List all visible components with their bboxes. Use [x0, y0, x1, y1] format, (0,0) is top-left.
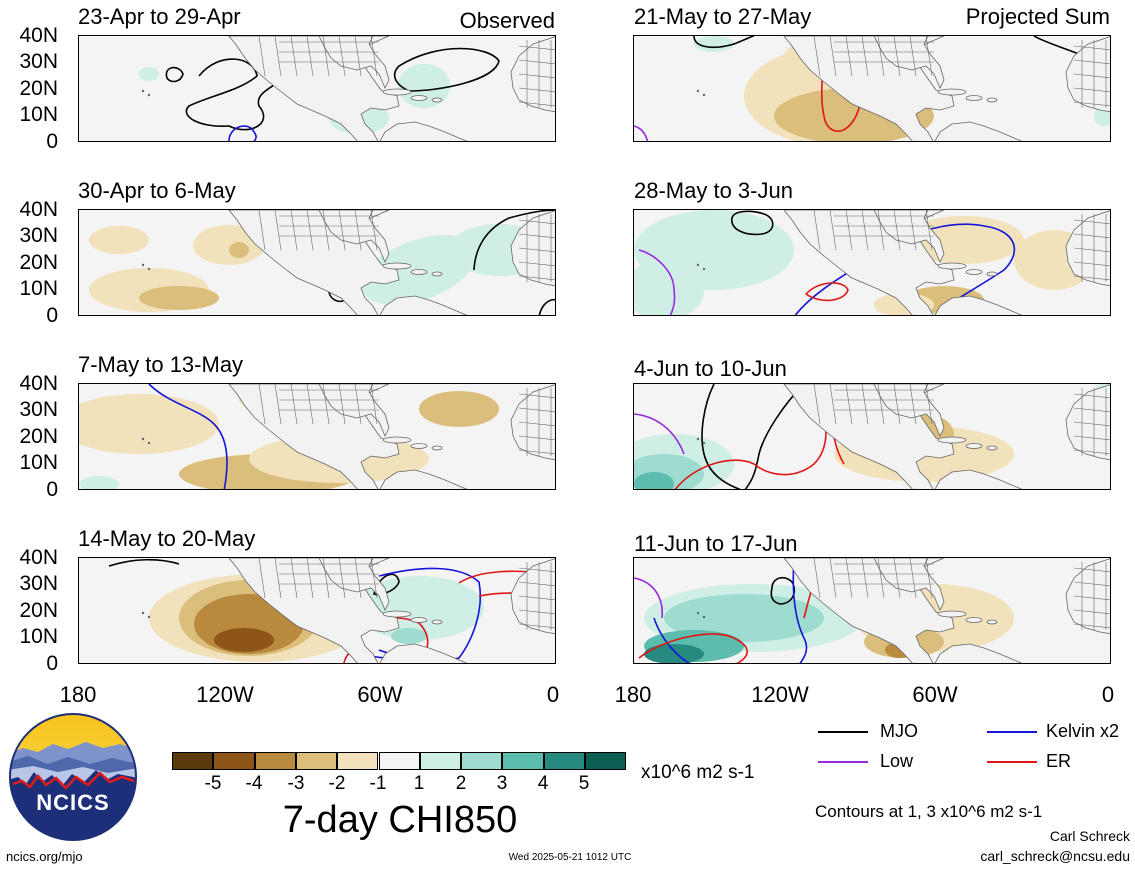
- colorbar-swatch: [502, 752, 544, 770]
- lat-label: 40N: [19, 24, 58, 47]
- lat-label: 20N: [19, 425, 58, 448]
- panel-title-left-1: 23-Apr to 29-Apr: [78, 4, 241, 29]
- author-email: carl_schreck@ncsu.edu: [980, 848, 1130, 864]
- logo-text: NCICS: [36, 790, 110, 815]
- ncics-logo: NCICS: [8, 712, 138, 842]
- colorbar-swatch: [543, 752, 585, 770]
- lat-label: 20N: [19, 251, 58, 274]
- lat-label: 10N: [19, 103, 58, 126]
- map-panel-left-2: [78, 209, 556, 316]
- source-link[interactable]: ncics.org/mjo: [6, 849, 83, 864]
- panel-title-right-3: 4-Jun to 10-Jun: [634, 356, 787, 381]
- colorbar-swatch: [254, 752, 296, 770]
- colorbar-label: 5: [578, 773, 590, 794]
- lon-label: 180: [59, 682, 97, 707]
- legend-kelvin-line: [987, 731, 1037, 733]
- lat-label: 40N: [19, 372, 58, 395]
- colorbar-swatch: [213, 752, 255, 770]
- panel-title-left-2: 30-Apr to 6-May: [78, 178, 236, 203]
- map-panel-right-2: [633, 209, 1111, 316]
- map-panel-left-1: [78, 35, 556, 142]
- units-label: x10^6 m2 s-1: [641, 762, 755, 783]
- timestamp: Wed 2025-05-21 1012 UTC: [508, 852, 632, 863]
- lat-label: 0: [46, 652, 58, 675]
- colorbar-label: 3: [496, 773, 508, 794]
- lat-label: 0: [46, 304, 58, 327]
- contour-note: Contours at 1, 3 x10^6 m2 s-1: [815, 802, 1043, 821]
- observed-label: Observed: [459, 8, 555, 33]
- lon-label: 120W: [751, 682, 809, 707]
- lat-label: 20N: [19, 77, 58, 100]
- map-panel-right-1: [633, 35, 1111, 142]
- lon-label: 180: [614, 682, 652, 707]
- author-name: Carl Schreck: [1049, 828, 1130, 844]
- projected-sum-label: Projected Sum: [965, 4, 1110, 29]
- map-panel-right-4: [633, 557, 1111, 664]
- colorbar-label: -3: [287, 773, 305, 794]
- lat-label: 20N: [19, 599, 58, 622]
- lat-label: 30N: [19, 224, 58, 247]
- lon-label: 60W: [357, 682, 403, 707]
- lon-label: 0: [1101, 682, 1115, 707]
- lat-label: 30N: [19, 50, 58, 73]
- lat-label: 30N: [19, 572, 58, 595]
- lat-label: 30N: [19, 398, 58, 421]
- map-title: 7-day CHI850: [282, 799, 518, 841]
- lon-label: 60W: [912, 682, 958, 707]
- panel-title-left-3: 7-May to 13-May: [78, 352, 244, 377]
- legend-low-line: [818, 761, 868, 763]
- lon-label: 120W: [196, 682, 254, 707]
- colorbar-label: -5: [204, 773, 222, 794]
- panel-title-right-1: 21-May to 27-May: [634, 4, 812, 29]
- legend-er-line: [987, 761, 1037, 763]
- colorbar-label: -4: [245, 773, 263, 794]
- lat-label: 40N: [19, 546, 58, 569]
- lat-label: 10N: [19, 451, 58, 474]
- colorbar-swatch: [295, 752, 338, 770]
- colorbar-label: 2: [455, 773, 467, 794]
- colorbar-label: -1: [369, 773, 387, 794]
- legend-low-label: Low: [880, 751, 914, 771]
- panel-title-right-2: 28-May to 3-Jun: [634, 178, 793, 203]
- map-panel-left-4: [78, 557, 556, 664]
- map-panel-right-3: [633, 383, 1111, 490]
- panel-title-left-4: 14-May to 20-May: [78, 526, 256, 551]
- lat-label: 10N: [19, 625, 58, 648]
- map-panel-left-3: [78, 383, 556, 490]
- colorbar-label: 1: [413, 773, 425, 794]
- lon-label: 0: [546, 682, 560, 707]
- legend-mjo-label: MJO: [880, 721, 918, 741]
- lat-label: 40N: [19, 198, 58, 221]
- colorbar-label: 4: [537, 773, 549, 794]
- colorbar-swatch: [337, 752, 379, 770]
- legend-er-label: ER: [1046, 751, 1072, 771]
- legend-kelvin-label: Kelvin x2: [1046, 721, 1120, 741]
- colorbar-swatch: [461, 752, 503, 770]
- colorbar-swatch: [585, 752, 627, 770]
- colorbar-label: -2: [328, 773, 346, 794]
- colorbar-swatch: [378, 752, 420, 770]
- panel-title-right-4: 11-Jun to 17-Jun: [634, 531, 798, 556]
- colorbar-swatch: [419, 752, 462, 770]
- colorbar-swatch: [172, 752, 214, 770]
- lat-label: 0: [46, 478, 58, 501]
- lat-label: 0: [46, 130, 58, 153]
- legend-mjo-line: [818, 731, 868, 733]
- lat-label: 10N: [19, 277, 58, 300]
